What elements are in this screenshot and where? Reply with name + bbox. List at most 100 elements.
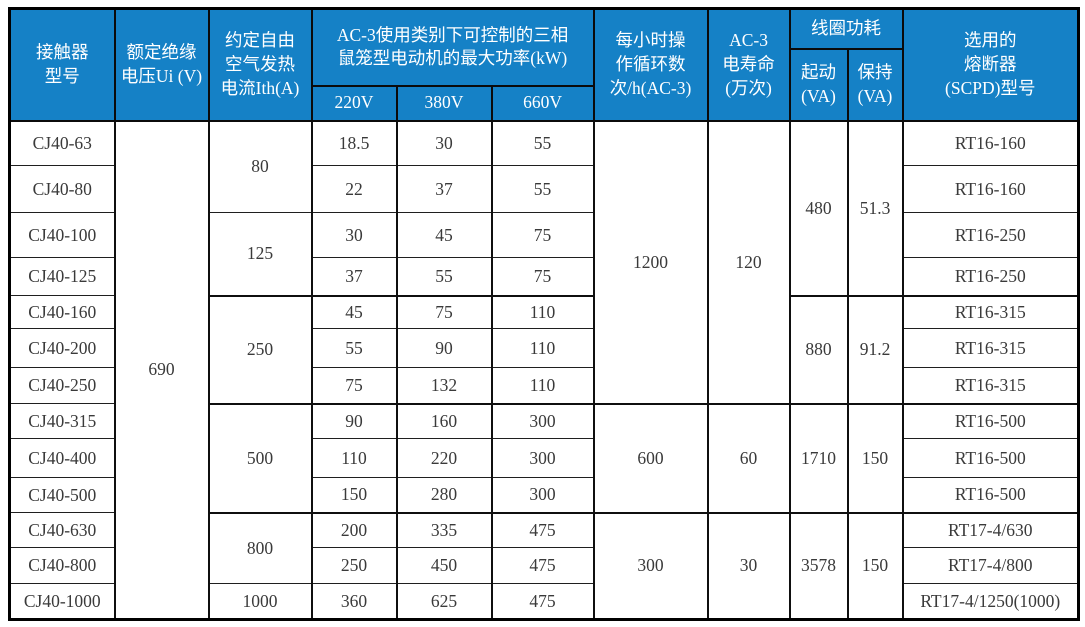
cell-fuse: RT16-500 — [901, 402, 1080, 439]
header-row-3: 220V 380V 660V — [10, 84, 1079, 122]
cell-power-660v: 110 — [490, 328, 595, 368]
cell-fuse: RT16-500 — [901, 438, 1080, 478]
cell-power-660v: 300 — [490, 477, 595, 513]
cell-power-660v: 55 — [490, 165, 595, 213]
cell-coil-start: 880 — [788, 294, 849, 404]
header-row-1: 接触器 型号 额定绝缘 电压Ui (V) 约定自由 空气发热 电流Ith(A) … — [8, 7, 1080, 122]
cell-coil-hold: 91.2 — [846, 294, 904, 404]
cell-model: CJ40-800 — [8, 547, 116, 584]
table-row: CJ40-80 22 37 55 RT16-160 — [8, 165, 1080, 213]
cell-fuse: RT16-250 — [901, 257, 1080, 296]
header-row-2: 起动 (VA) 保持 (VA) — [10, 47, 1079, 122]
cell-power-380v: 75 — [395, 294, 493, 329]
cell-power-380v: 90 — [395, 328, 493, 368]
cell-power-660v: 475 — [490, 583, 595, 620]
cell-power-220v: 360 — [310, 583, 398, 620]
cell-power-660v: 110 — [490, 367, 595, 404]
header-coil-start-va: 起动 (VA) — [788, 47, 849, 122]
cell-power-220v: 18.5 — [310, 120, 398, 166]
cell-ith: 125 — [207, 212, 313, 296]
cell-fuse: RT17-4/1250(1000) — [901, 583, 1080, 620]
cell-model: CJ40-63 — [8, 120, 116, 166]
cell-power-660v: 110 — [490, 294, 595, 329]
cell-power-380v: 37 — [395, 165, 493, 213]
cell-power-220v: 200 — [310, 511, 398, 548]
cell-power-220v: 37 — [310, 257, 398, 296]
header-contactor-model: 接触器 型号 — [8, 7, 116, 122]
cell-fuse: RT16-160 — [901, 120, 1080, 166]
header-rated-insulation-voltage: 额定绝缘 电压Ui (V) — [113, 7, 210, 122]
cell-coil-hold: 150 — [846, 511, 904, 620]
cell-fuse: RT16-315 — [901, 294, 1080, 329]
cell-power-660v: 75 — [490, 212, 595, 258]
cell-fuse: RT16-315 — [901, 367, 1080, 404]
header-fuse-type: 选用的 熔断器 (SCPD)型号 — [901, 7, 1080, 122]
header-220v: 220V — [310, 84, 398, 122]
cell-coil-start: 1710 — [788, 402, 849, 513]
cell-ith: 500 — [207, 402, 313, 513]
cell-power-380v: 220 — [395, 438, 493, 478]
cell-power-380v: 30 — [395, 120, 493, 166]
cell-life: 30 — [706, 511, 791, 620]
table-row: CJ40-200 55 90 110 RT16-315 — [8, 328, 1080, 368]
cell-fuse: RT16-500 — [901, 477, 1080, 513]
cell-fuse: RT16-250 — [901, 212, 1080, 258]
cell-power-660v: 300 — [490, 402, 595, 439]
cell-coil-hold: 150 — [846, 402, 904, 513]
cell-cycles: 600 — [592, 402, 709, 513]
header-ac3-max-power-group: AC-3使用类别下可控制的三相 鼠笼型电动机的最大功率(kW) — [310, 7, 595, 87]
cell-model: CJ40-100 — [8, 212, 116, 258]
cell-ith: 80 — [207, 120, 313, 213]
cell-power-660v: 55 — [490, 120, 595, 166]
cell-power-660v: 75 — [490, 257, 595, 296]
cell-ith: 1000 — [207, 583, 313, 620]
cell-fuse: RT16-160 — [901, 165, 1080, 213]
table-row: CJ40-630 800 200 335 475 300 30 3578 150… — [8, 511, 1080, 620]
cell-power-660v: 475 — [490, 511, 595, 548]
table-row: CJ40-315 500 90 160 300 600 60 1710 150 … — [8, 402, 1080, 513]
cell-fuse: RT16-315 — [901, 328, 1080, 368]
cell-model: CJ40-200 — [8, 328, 116, 368]
cell-coil-hold: 51.3 — [846, 120, 904, 296]
cell-power-220v: 150 — [310, 477, 398, 513]
header-coil-consumption-group: 线圈功耗 — [788, 7, 904, 50]
header-operating-cycles: 每小时操 作循环数 次/h(AC-3) — [592, 7, 709, 122]
cell-model: CJ40-400 — [8, 438, 116, 478]
header-380v: 380V — [395, 84, 493, 122]
cell-ith: 250 — [207, 294, 313, 404]
table-row: CJ40-1000 1000 360 625 475 RT17-4/1250(1… — [8, 583, 1080, 620]
contactor-spec-table: 接触器 型号 额定绝缘 电压Ui (V) 约定自由 空气发热 电流Ith(A) … — [8, 7, 1081, 621]
cell-power-220v: 75 — [310, 367, 398, 404]
cell-cycles: 300 — [592, 511, 709, 620]
cell-life: 120 — [706, 120, 791, 404]
cell-power-380v: 160 — [395, 402, 493, 439]
cell-power-660v: 300 — [490, 438, 595, 478]
cell-power-220v: 110 — [310, 438, 398, 478]
table-row: CJ40-125 37 55 75 RT16-250 — [8, 257, 1080, 296]
cell-coil-start: 480 — [788, 120, 849, 296]
cell-power-220v: 22 — [310, 165, 398, 213]
table-row: CJ40-500 150 280 300 RT16-500 — [8, 477, 1080, 513]
cell-model: CJ40-630 — [8, 512, 116, 548]
table-row: CJ40-63 690 80 18.5 30 55 1200 120 480 5… — [8, 120, 1080, 620]
table-row: CJ40-160 250 45 75 110 880 91.2 RT16-315 — [8, 294, 1080, 404]
cell-model: CJ40-80 — [8, 165, 116, 213]
cell-coil-start: 3578 — [788, 511, 849, 620]
cell-model: CJ40-250 — [8, 367, 116, 404]
table-row: CJ40-250 75 132 110 RT16-315 — [8, 367, 1080, 404]
cell-power-380v: 45 — [395, 212, 493, 258]
cell-power-380v: 450 — [395, 547, 493, 584]
cell-life: 60 — [706, 402, 791, 513]
cell-power-220v: 30 — [310, 212, 398, 258]
cell-power-380v: 625 — [395, 583, 493, 620]
cell-power-380v: 55 — [395, 257, 493, 296]
cell-model: CJ40-160 — [8, 295, 116, 329]
cell-power-220v: 90 — [310, 402, 398, 439]
header-electrical-life: AC-3 电寿命 (万次) — [706, 7, 791, 122]
cell-power-380v: 280 — [395, 477, 493, 513]
header-thermal-current: 约定自由 空气发热 电流Ith(A) — [207, 7, 313, 122]
header-coil-hold-va: 保持 (VA) — [846, 47, 904, 122]
cell-fuse: RT17-4/630 — [901, 511, 1080, 548]
cell-model: CJ40-315 — [8, 403, 116, 439]
